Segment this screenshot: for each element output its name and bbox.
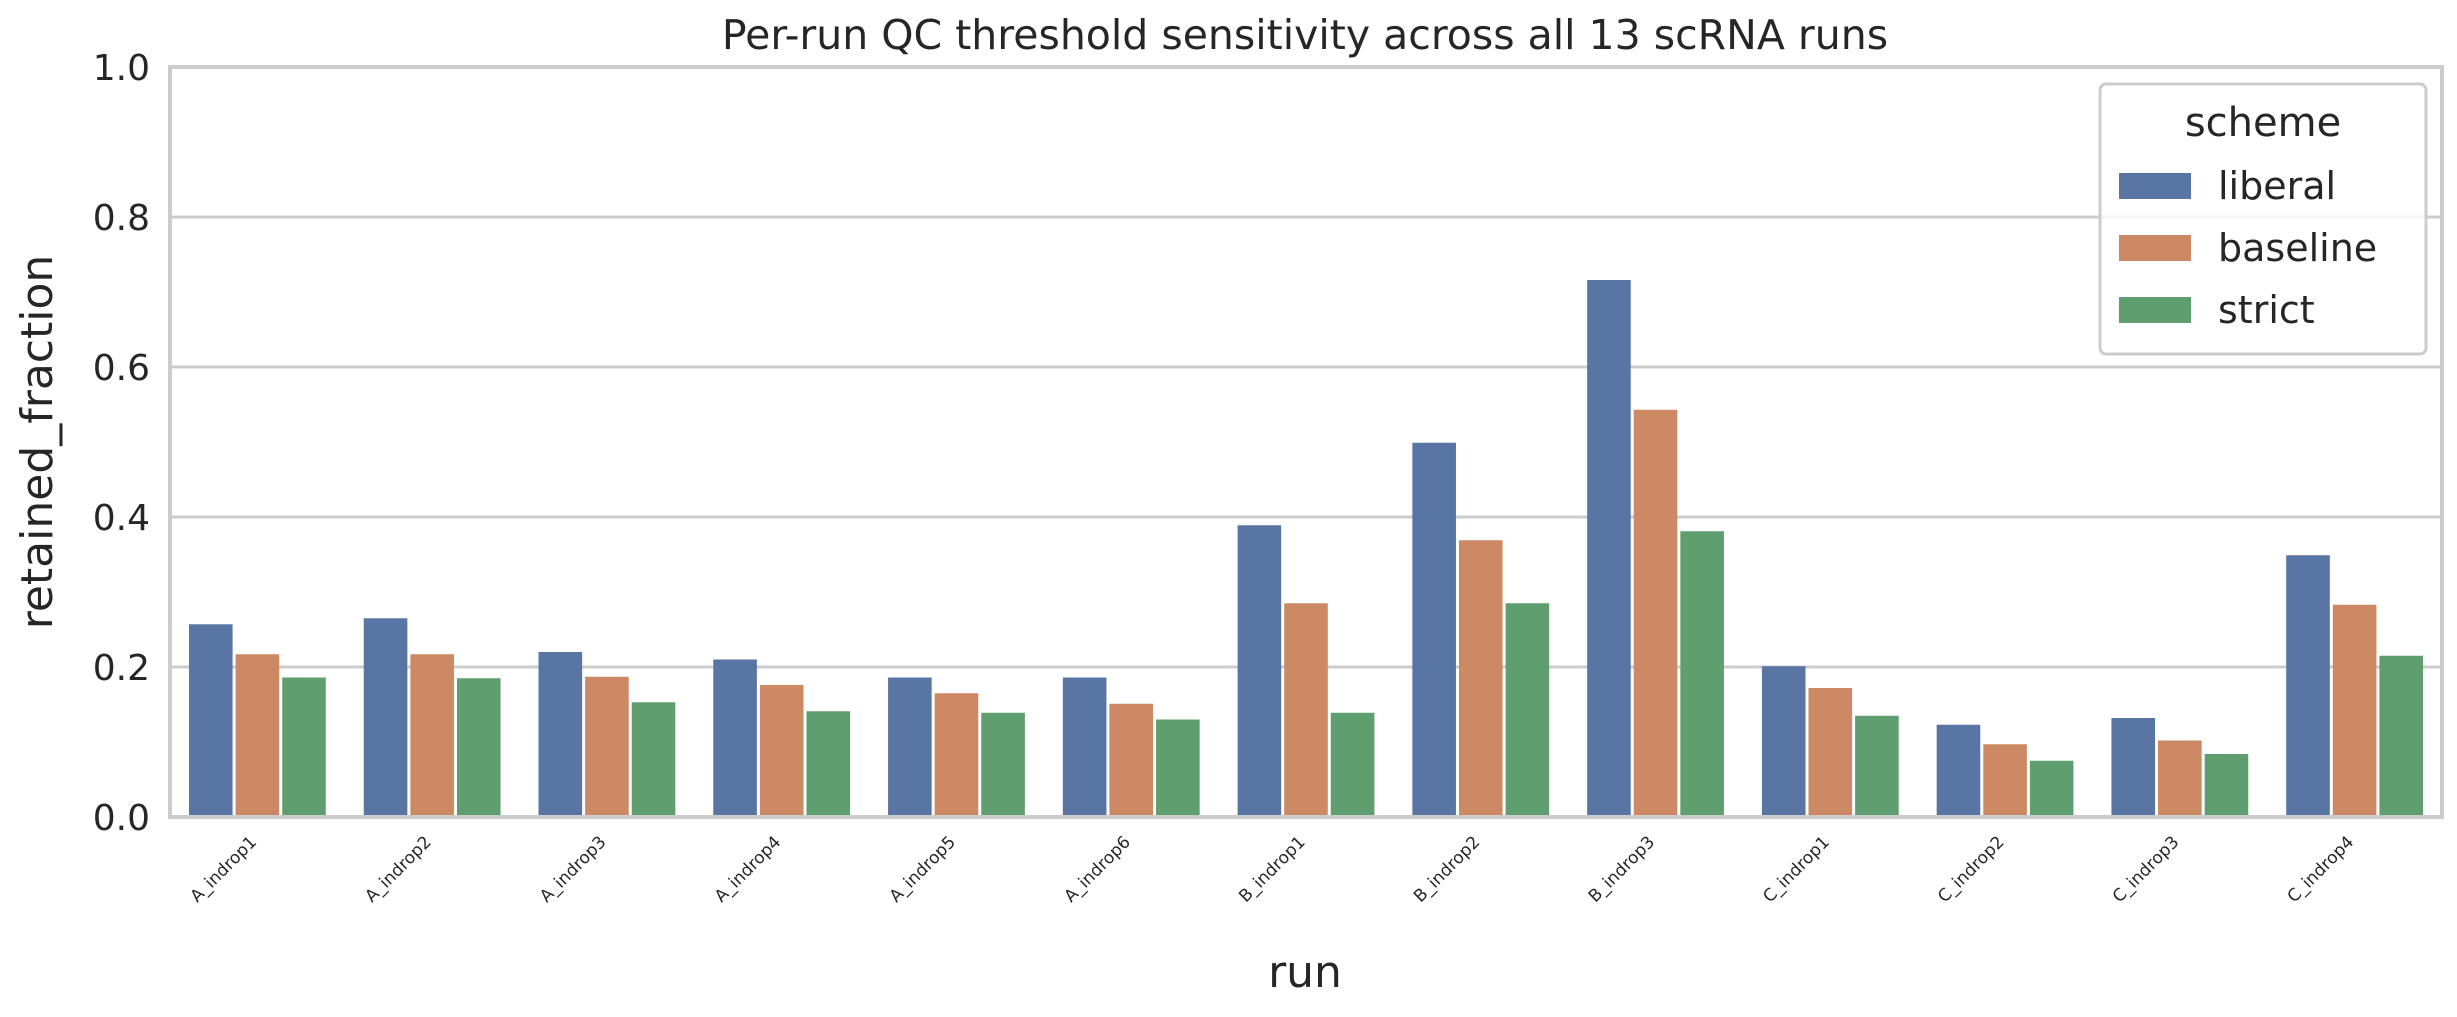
bar-strict-A_indrop3 <box>631 702 676 817</box>
bar-baseline-A_indrop5 <box>934 693 979 817</box>
bar-baseline-B_indrop3 <box>1633 409 1678 817</box>
bar-liberal-A_indrop3 <box>538 652 583 817</box>
x-tick-label: B_indrop3 <box>1585 832 1659 906</box>
y-tick-label: 1.0 <box>93 48 150 89</box>
bar-baseline-B_indrop1 <box>1284 603 1328 817</box>
legend-title: scheme <box>2185 100 2341 146</box>
bar-baseline-C_indrop2 <box>1983 744 2027 817</box>
y-axis-label: retained_fraction <box>12 255 63 630</box>
bar-baseline-A_indrop6 <box>1109 703 1154 817</box>
bar-liberal-B_indrop1 <box>1237 525 1282 817</box>
bar-liberal-A_indrop2 <box>363 618 408 817</box>
legend: scheme liberal baseline strict <box>2098 82 2428 356</box>
bar-liberal-A_indrop6 <box>1062 677 1107 817</box>
bar-liberal-C_indrop3 <box>2111 718 2156 817</box>
x-tick-label: A_indrop5 <box>886 832 960 906</box>
x-tick-label: A_indrop3 <box>536 832 610 906</box>
bar-baseline-A_indrop2 <box>410 654 454 817</box>
legend-swatch-baseline <box>2119 235 2191 261</box>
x-tick-labels: A_indrop1 A_indrop2 A_indrop3 A_indrop4 A_in… <box>187 832 2359 906</box>
y-tick-label: 0.2 <box>93 648 150 689</box>
bars <box>188 280 2424 817</box>
bar-baseline-A_indrop1 <box>235 654 280 817</box>
legend-box <box>2098 82 2428 356</box>
bar-strict-A_indrop4 <box>806 711 851 817</box>
bar-strict-C_indrop1 <box>1855 715 1899 817</box>
x-tick-label: C_indrop3 <box>2109 832 2183 906</box>
plot-frame <box>168 65 2444 819</box>
bar-baseline-C_indrop4 <box>2332 604 2377 817</box>
bar-liberal-C_indrop4 <box>2286 555 2330 817</box>
bar-liberal-B_indrop3 <box>1587 280 1631 817</box>
y-tick-label: 0.6 <box>93 348 150 389</box>
bar-strict-A_indrop1 <box>282 677 326 817</box>
x-tick-label: A_indrop1 <box>187 832 261 906</box>
legend-entries: liberal baseline strict <box>2119 164 2377 332</box>
y-tick-label: 0.4 <box>93 498 150 539</box>
bar-baseline-A_indrop4 <box>759 685 804 817</box>
bar-baseline-C_indrop1 <box>1808 688 1853 817</box>
legend-swatch-strict <box>2119 297 2191 323</box>
y-tick-label: 0.8 <box>93 198 150 239</box>
bar-strict-C_indrop4 <box>2379 655 2424 817</box>
y-tick-label: 0.0 <box>93 798 150 839</box>
bar-strict-C_indrop3 <box>2204 754 2249 817</box>
x-tick-label: B_indrop1 <box>1235 832 1309 906</box>
bar-strict-A_indrop5 <box>981 712 1025 817</box>
bar-baseline-B_indrop2 <box>1458 540 1503 817</box>
bar-liberal-A_indrop1 <box>188 624 233 817</box>
x-tick-label: A_indrop2 <box>361 832 435 906</box>
bar-strict-A_indrop2 <box>456 678 501 817</box>
chart-title: Per-run QC threshold sensitivity across … <box>722 11 1888 59</box>
legend-label-baseline: baseline <box>2218 226 2377 270</box>
bar-baseline-C_indrop3 <box>2158 740 2202 817</box>
bar-liberal-C_indrop1 <box>1761 666 1806 817</box>
bar-strict-B_indrop3 <box>1680 531 1724 817</box>
bar-strict-C_indrop2 <box>2029 760 2074 817</box>
bar-liberal-A_indrop4 <box>713 659 757 817</box>
bar-liberal-B_indrop2 <box>1412 442 1456 817</box>
bar-strict-A_indrop6 <box>1156 719 1200 817</box>
bar-liberal-C_indrop2 <box>1936 724 1981 817</box>
bar-strict-B_indrop2 <box>1505 603 1550 817</box>
x-tick-label: B_indrop2 <box>1410 832 1484 906</box>
x-tick-label: C_indrop1 <box>1759 832 1833 906</box>
bar-liberal-A_indrop5 <box>888 677 932 817</box>
x-tick-label: C_indrop4 <box>2284 832 2358 906</box>
bar-strict-B_indrop1 <box>1330 712 1375 817</box>
legend-label-liberal: liberal <box>2218 164 2336 208</box>
y-tick-labels: 0.0 0.2 0.4 0.6 0.8 1.0 <box>93 48 150 839</box>
x-axis-label: run <box>1268 947 1342 998</box>
x-tick-label: A_indrop4 <box>711 832 785 906</box>
legend-label-strict: strict <box>2218 288 2315 332</box>
legend-swatch-liberal <box>2119 173 2191 199</box>
x-tick-label: A_indrop6 <box>1060 832 1134 906</box>
x-tick-label: C_indrop2 <box>1934 832 2008 906</box>
bar-baseline-A_indrop3 <box>585 676 629 817</box>
